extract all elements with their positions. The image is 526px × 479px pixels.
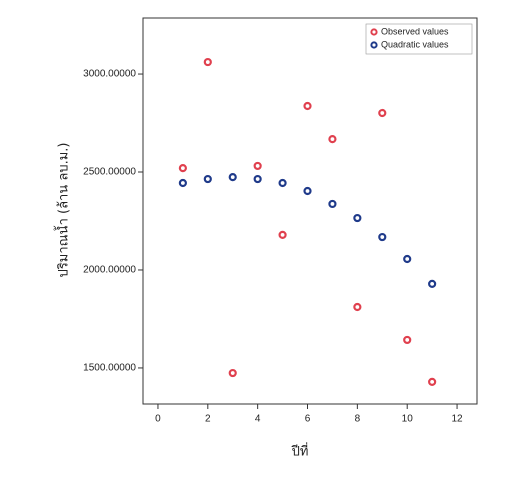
point: [178, 163, 187, 173]
point: [228, 368, 237, 378]
x-tick-label: 0: [155, 414, 161, 425]
y-tick-label: 3000.00000: [83, 69, 136, 80]
point: [203, 57, 212, 67]
point: [403, 254, 412, 264]
point: [253, 174, 262, 184]
point: [428, 377, 437, 386]
point: [278, 230, 287, 240]
y-tick-label: 2000.00000: [83, 265, 136, 276]
point: [278, 178, 287, 188]
x-axis-label: ปีที่: [291, 443, 309, 460]
point: [228, 173, 237, 182]
point: [328, 134, 337, 144]
x-tick-label: 4: [255, 414, 261, 425]
x-tick-label: 12: [451, 414, 463, 425]
legend-box: [365, 23, 473, 55]
legend: Observed values Quadratic values: [365, 23, 473, 55]
legend-label: Quadratic values: [381, 39, 449, 49]
legend-marker: [370, 28, 378, 36]
point: [378, 108, 387, 118]
point: [303, 186, 312, 196]
x-tick-label: 6: [305, 414, 311, 425]
legend-label: Observed values: [381, 26, 449, 36]
point: [428, 279, 437, 288]
point: [353, 213, 362, 223]
point: [178, 178, 187, 188]
point: [303, 101, 312, 111]
point: [203, 174, 212, 184]
plot-frame: [142, 17, 478, 405]
point: [328, 199, 337, 209]
x-tick-label: 10: [402, 414, 414, 425]
point: [253, 161, 262, 171]
x-tick-label: 8: [355, 414, 361, 425]
point: [403, 335, 412, 345]
point: [378, 232, 387, 242]
point: [353, 302, 362, 312]
x-tick-label: 2: [205, 414, 211, 425]
legend-marker: [370, 41, 378, 49]
y-axis-label: ปริมาณน้ำ (ล้าน ลบ.ม.): [54, 143, 72, 278]
y-tick-label: 1500.00000: [83, 363, 136, 374]
y-tick-label: 2500.00000: [83, 167, 136, 178]
